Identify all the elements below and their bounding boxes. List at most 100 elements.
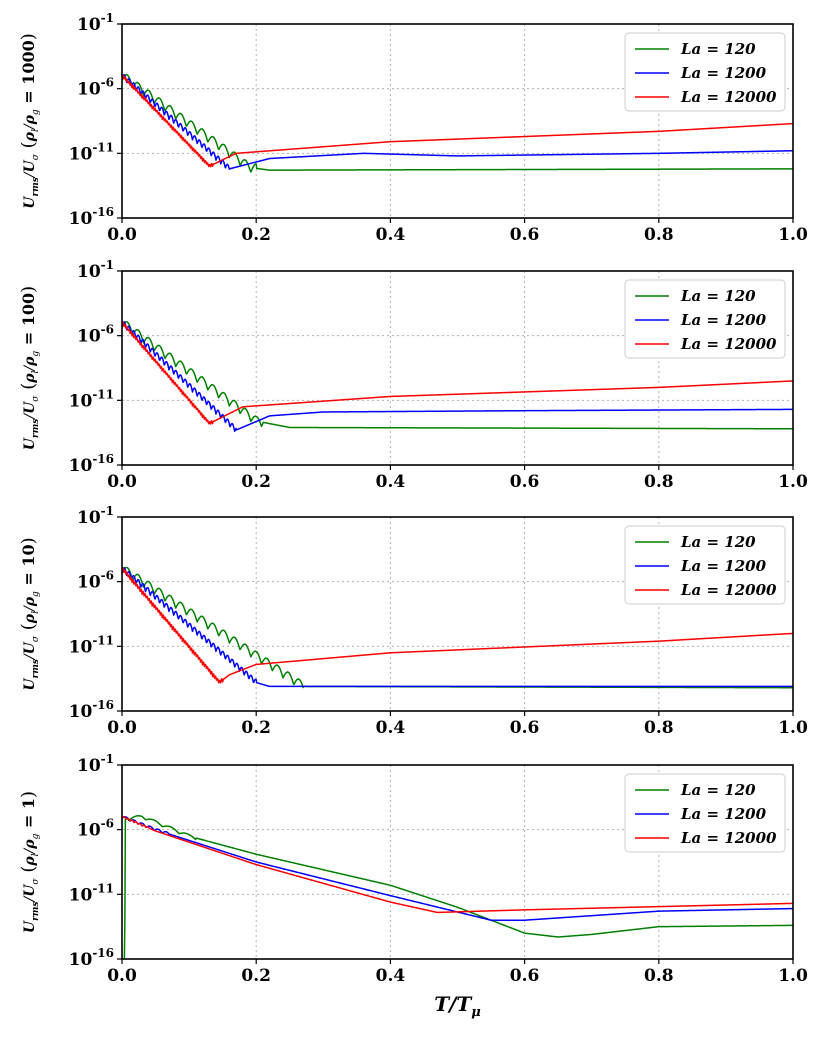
ylabel-value: = 1 bbox=[19, 798, 38, 834]
y-tick-label: 10-6 bbox=[77, 817, 114, 841]
y-tick-exponent: -1 bbox=[101, 752, 114, 766]
legend-entry-label: La = 12000 bbox=[680, 829, 777, 847]
ylabel-num-sub: rms bbox=[31, 902, 41, 921]
legend: La = 120 La = 1200 La = 12000 bbox=[624, 279, 786, 359]
y-tick-label: 10-6 bbox=[77, 76, 114, 100]
x-tick-label: 0.6 bbox=[510, 966, 540, 986]
axes-frame bbox=[121, 764, 794, 960]
legend: La = 120 La = 1200 La = 12000 bbox=[624, 32, 786, 112]
y-tick-label: 10-11 bbox=[69, 140, 114, 164]
ylabel-den-sub: σ bbox=[31, 395, 41, 402]
x-tick-label: 0.2 bbox=[241, 472, 271, 492]
ylabel-ratio-num: ρ bbox=[22, 373, 38, 384]
legend-entry-label: La = 120 bbox=[680, 40, 756, 58]
axes-frame bbox=[121, 516, 794, 712]
series-line-2 bbox=[122, 73, 793, 170]
chart-panel-3: 0.0 0.2 0.4 0.6 0.8 1.010-1610-1110-610-1Urms… bbox=[18, 504, 808, 738]
y-tick-exponent: -11 bbox=[92, 881, 114, 895]
legend-entry-label: La = 12000 bbox=[680, 88, 777, 106]
ylabel-paren-open: ( bbox=[18, 383, 39, 396]
y-tick-base: 10 bbox=[69, 144, 93, 164]
ylabel-ratio-num-sub: l bbox=[31, 853, 41, 856]
legend-entry-label: La = 120 bbox=[680, 533, 756, 551]
x-tick-label: 0.2 bbox=[241, 966, 271, 986]
y-tick-exponent: -6 bbox=[101, 817, 114, 831]
ylabel-ratio-num: ρ bbox=[22, 131, 38, 142]
y-tick-label: 10-1 bbox=[77, 11, 114, 35]
x-tick-label: 0.4 bbox=[376, 966, 406, 986]
ylabel-num: U bbox=[22, 678, 38, 691]
y-tick-exponent: -16 bbox=[92, 698, 114, 712]
ylabel-num: U bbox=[22, 920, 38, 933]
legend-entry-label: La = 12000 bbox=[680, 335, 777, 353]
y-tick-exponent: -16 bbox=[92, 946, 114, 960]
y-tick-label: 10-6 bbox=[77, 569, 114, 593]
xlabel-main: T/T bbox=[434, 992, 473, 1016]
legend: La = 120 La = 1200 La = 12000 bbox=[624, 525, 786, 605]
plot-area bbox=[122, 73, 793, 173]
ylabel-ratio-num: ρ bbox=[22, 856, 38, 867]
y-tick-label: 10-1 bbox=[77, 504, 114, 528]
ylabel-den-sub: σ bbox=[31, 878, 41, 885]
y-tick-base: 10 bbox=[77, 327, 101, 347]
x-tick-label: 1.0 bbox=[778, 472, 808, 492]
y-tick-base: 10 bbox=[77, 80, 101, 100]
y-tick-exponent: -6 bbox=[101, 323, 114, 337]
axes-frame bbox=[121, 23, 794, 219]
y-tick-base: 10 bbox=[77, 821, 101, 841]
plot-area bbox=[122, 321, 793, 433]
y-tick-label: 10-11 bbox=[69, 633, 114, 657]
ylabel-value: = 100 bbox=[19, 293, 38, 351]
ylabel-paren-close: ) bbox=[18, 286, 39, 293]
x-tick-label: 0.0 bbox=[107, 718, 137, 738]
y-axis-label: Urms/Uσ (ρl/ρg = 10) bbox=[18, 537, 41, 690]
series-line-3 bbox=[122, 567, 793, 684]
ylabel-value: = 1000 bbox=[19, 40, 38, 109]
x-tick-label: 0.8 bbox=[644, 225, 674, 245]
legend-entry-label: La = 120 bbox=[680, 781, 756, 799]
y-tick-base: 10 bbox=[69, 950, 93, 970]
x-tick-label: 0.8 bbox=[644, 966, 674, 986]
x-tick-label: 0.8 bbox=[644, 472, 674, 492]
y-axis-label: Urms/Uσ (ρl/ρg = 100) bbox=[18, 286, 41, 450]
y-tick-base: 10 bbox=[69, 391, 93, 411]
y-tick-exponent: -11 bbox=[92, 633, 114, 647]
chart-panel-2: 0.0 0.2 0.4 0.6 0.8 1.010-1610-1110-610-1Urms… bbox=[18, 258, 808, 492]
series-line-2 bbox=[122, 566, 793, 688]
ylabel-value: = 10 bbox=[19, 544, 38, 591]
ylabel-den: U bbox=[22, 401, 38, 414]
y-axis-label: Urms/Uσ (ρl/ρg = 1000) bbox=[18, 33, 41, 209]
y-tick-base: 10 bbox=[69, 209, 93, 229]
y-tick-label: 10-16 bbox=[69, 946, 114, 970]
chart-panel-4: 0.0 0.2 0.4 0.6 0.8 1.010-1610-1110-610-1Urms… bbox=[18, 752, 808, 1020]
ylabel-ratio-den-sub: g bbox=[31, 833, 41, 839]
ylabel-paren-close: ) bbox=[18, 791, 39, 798]
x-tick-label: 0.4 bbox=[376, 718, 406, 738]
series-line-3 bbox=[122, 74, 793, 168]
x-tick-label: 0.6 bbox=[510, 718, 540, 738]
y-tick-exponent: -1 bbox=[101, 258, 114, 272]
x-tick-label: 1.0 bbox=[778, 225, 808, 245]
series-line-2 bbox=[122, 321, 793, 433]
y-tick-base: 10 bbox=[77, 756, 101, 776]
ylabel-ratio-den: ρ bbox=[22, 839, 38, 850]
ylabel-paren-open: ( bbox=[18, 623, 39, 636]
y-tick-label: 10-1 bbox=[77, 752, 114, 776]
y-tick-base: 10 bbox=[69, 456, 93, 476]
plot-area bbox=[122, 566, 793, 689]
ylabel-den-sub: σ bbox=[31, 635, 41, 642]
legend-entry-label: La = 12000 bbox=[680, 581, 777, 599]
y-tick-label: 10-16 bbox=[69, 205, 114, 229]
ylabel-paren-open: ( bbox=[18, 141, 39, 154]
y-tick-exponent: -1 bbox=[101, 504, 114, 518]
x-tick-label: 0.0 bbox=[107, 225, 137, 245]
x-tick-label: 0.2 bbox=[241, 225, 271, 245]
x-tick-label: 0.6 bbox=[510, 225, 540, 245]
y-tick-exponent: -6 bbox=[101, 76, 114, 90]
y-tick-label: 10-16 bbox=[69, 698, 114, 722]
series-line-3 bbox=[122, 321, 793, 425]
legend-entry-label: La = 1200 bbox=[680, 557, 767, 575]
x-tick-label: 0.6 bbox=[510, 472, 540, 492]
ylabel-ratio-num-sub: l bbox=[31, 129, 41, 132]
